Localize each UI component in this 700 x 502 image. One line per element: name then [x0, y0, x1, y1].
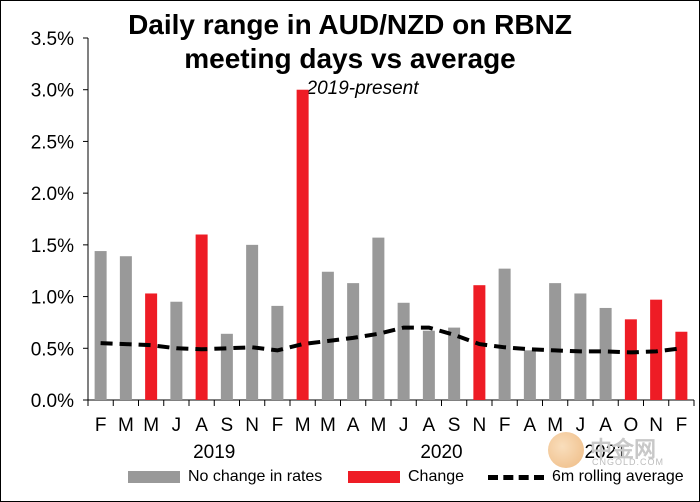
legend-item-change: Change [348, 468, 464, 486]
legend-item-rolling-average: 6m rolling average [488, 468, 684, 486]
x-tick-label: F [95, 415, 107, 436]
y-tick-label: 2.5% [31, 132, 74, 153]
legend-label-change: Change [408, 468, 465, 485]
x-tick-label: O [623, 415, 638, 436]
chart-title-line-2: meeting days vs average [184, 43, 516, 74]
x-tick-label: M [547, 415, 563, 436]
bar-change [296, 89, 309, 400]
x-year-label: 2020 [420, 442, 462, 463]
y-tick-label: 3.0% [31, 81, 74, 102]
x-tick-label: S [221, 415, 234, 436]
x-tick-label: F [676, 415, 688, 436]
bar-no-change [94, 251, 107, 400]
x-tick-label: M [143, 415, 159, 436]
chart-subtitle: 2019-present [306, 78, 419, 99]
bar-no-change [119, 256, 132, 400]
bar-no-change [397, 302, 410, 400]
legend: No change in rates Change 6m rolling ave… [0, 468, 700, 494]
y-tick-label: 2.0% [31, 184, 74, 205]
legend-label-no-change: No change in rates [188, 468, 323, 485]
x-tick-label: M [320, 415, 336, 436]
x-tick-label: A [347, 415, 360, 436]
legend-label-rolling-average: 6m rolling average [552, 468, 684, 485]
legend-swatch-dashed [488, 474, 544, 480]
y-tick-label: 1.5% [31, 236, 74, 257]
chart-title: Daily range in AUD/NZD on RBNZ meeting d… [0, 8, 700, 76]
watermark-subtext: CNGOLD.COM [592, 457, 665, 467]
x-tick-label: A [195, 415, 208, 436]
legend-swatch-gray [128, 471, 180, 483]
chart-title-line-1: Daily range in AUD/NZD on RBNZ [128, 9, 572, 40]
watermark-text: 中金网 [590, 437, 657, 462]
bar-no-change [574, 293, 587, 400]
y-tick-label: 0.0% [31, 391, 74, 412]
x-tick-label: M [295, 415, 311, 436]
watermark-logo-icon [548, 432, 584, 468]
x-tick-label: N [473, 415, 487, 436]
bar-no-change [347, 283, 360, 400]
x-tick-label: A [524, 415, 537, 436]
x-year-label: 2021 [584, 442, 626, 463]
bar-no-change [422, 330, 435, 400]
bar-change [624, 319, 637, 400]
rolling-average-line [100, 325, 682, 355]
y-tick-label: 1.0% [31, 288, 74, 309]
bar-no-change [271, 305, 284, 400]
x-tick-label: F [499, 415, 511, 436]
x-tick-label: M [118, 415, 134, 436]
bar-no-change [170, 301, 183, 400]
bar-change [675, 331, 688, 400]
bar-change [195, 234, 208, 400]
y-tick-label: 0.5% [31, 339, 74, 360]
legend-swatch-red [348, 471, 400, 483]
x-tick-label: S [448, 415, 461, 436]
bar-no-change [321, 271, 334, 400]
x-tick-label: J [399, 415, 409, 436]
x-tick-label: M [370, 415, 386, 436]
bar-no-change [372, 237, 385, 400]
bar-no-change [498, 268, 511, 400]
bar-no-change [523, 350, 536, 400]
x-tick-label: N [649, 415, 663, 436]
x-tick-label: A [599, 415, 612, 436]
x-tick-label: J [576, 415, 586, 436]
bar-no-change [549, 283, 562, 400]
legend-item-no-change: No change in rates [128, 468, 322, 486]
x-tick-label: N [245, 415, 259, 436]
x-tick-label: F [272, 415, 284, 436]
x-year-label: 2019 [193, 442, 235, 463]
x-tick-label: A [423, 415, 436, 436]
y-tick-label: 3.5% [31, 29, 74, 50]
bar-no-change [599, 307, 612, 400]
bar-no-change [246, 244, 259, 400]
bar-change [145, 293, 158, 400]
bar-no-change [448, 327, 461, 400]
x-tick-label: J [172, 415, 182, 436]
bar-no-change [220, 333, 233, 400]
